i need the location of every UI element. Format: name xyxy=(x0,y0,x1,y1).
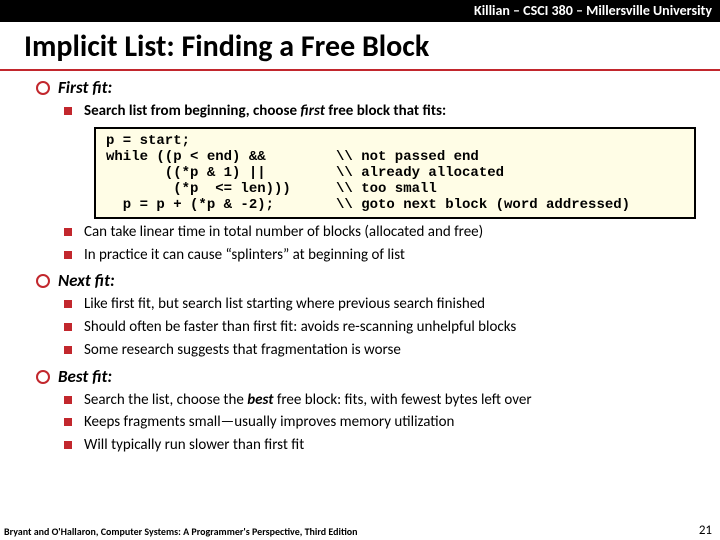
section-best-fit: Best fit: xyxy=(36,366,696,387)
bestfit-bullet-3: Will typically run slower than first fit xyxy=(64,436,696,455)
text: free block: fits, with fewest bytes left… xyxy=(273,391,531,409)
text: Search list from beginning, choose xyxy=(84,102,300,120)
code-block: p = start; while ((p < end) && ((*p & 1)… xyxy=(94,127,696,219)
text: free block that fits: xyxy=(325,102,446,120)
firstfit-bullet-1: Search list from beginning, choose first… xyxy=(64,102,696,121)
slide-body: First fit: Search list from beginning, c… xyxy=(0,77,720,455)
section-next-fit: Next fit: xyxy=(36,270,696,291)
firstfit-bullet-3: In practice it can cause “splinters” at … xyxy=(64,246,696,265)
nextfit-bullet-1: Like first fit, but search list starting… xyxy=(64,295,696,314)
firstfit-bullet-2: Can take linear time in total number of … xyxy=(64,223,696,242)
text-em: best xyxy=(247,391,273,409)
text: Search the list, choose the xyxy=(84,391,247,409)
bestfit-bullet-2: Keeps fragments small—usually improves m… xyxy=(64,413,696,432)
code-col-2: \\ not passed end \\ already allocated \… xyxy=(336,133,630,213)
text-em: first xyxy=(300,102,325,120)
code-col-1: p = start; while ((p < end) && ((*p & 1)… xyxy=(106,133,336,213)
section-first-fit: First fit: xyxy=(36,77,696,98)
footer-citation: Bryant and O'Hallaron, Computer Systems:… xyxy=(4,525,358,538)
slide-title: Implicit List: Finding a Free Block xyxy=(0,22,720,71)
page-number: 21 xyxy=(699,523,712,538)
header-bar: Killian – CSCI 380 – Millersville Univer… xyxy=(0,0,720,22)
nextfit-bullet-2: Should often be faster than first fit: a… xyxy=(64,318,696,337)
bestfit-bullet-1: Search the list, choose the best free bl… xyxy=(64,391,696,410)
nextfit-bullet-3: Some research suggests that fragmentatio… xyxy=(64,341,696,360)
